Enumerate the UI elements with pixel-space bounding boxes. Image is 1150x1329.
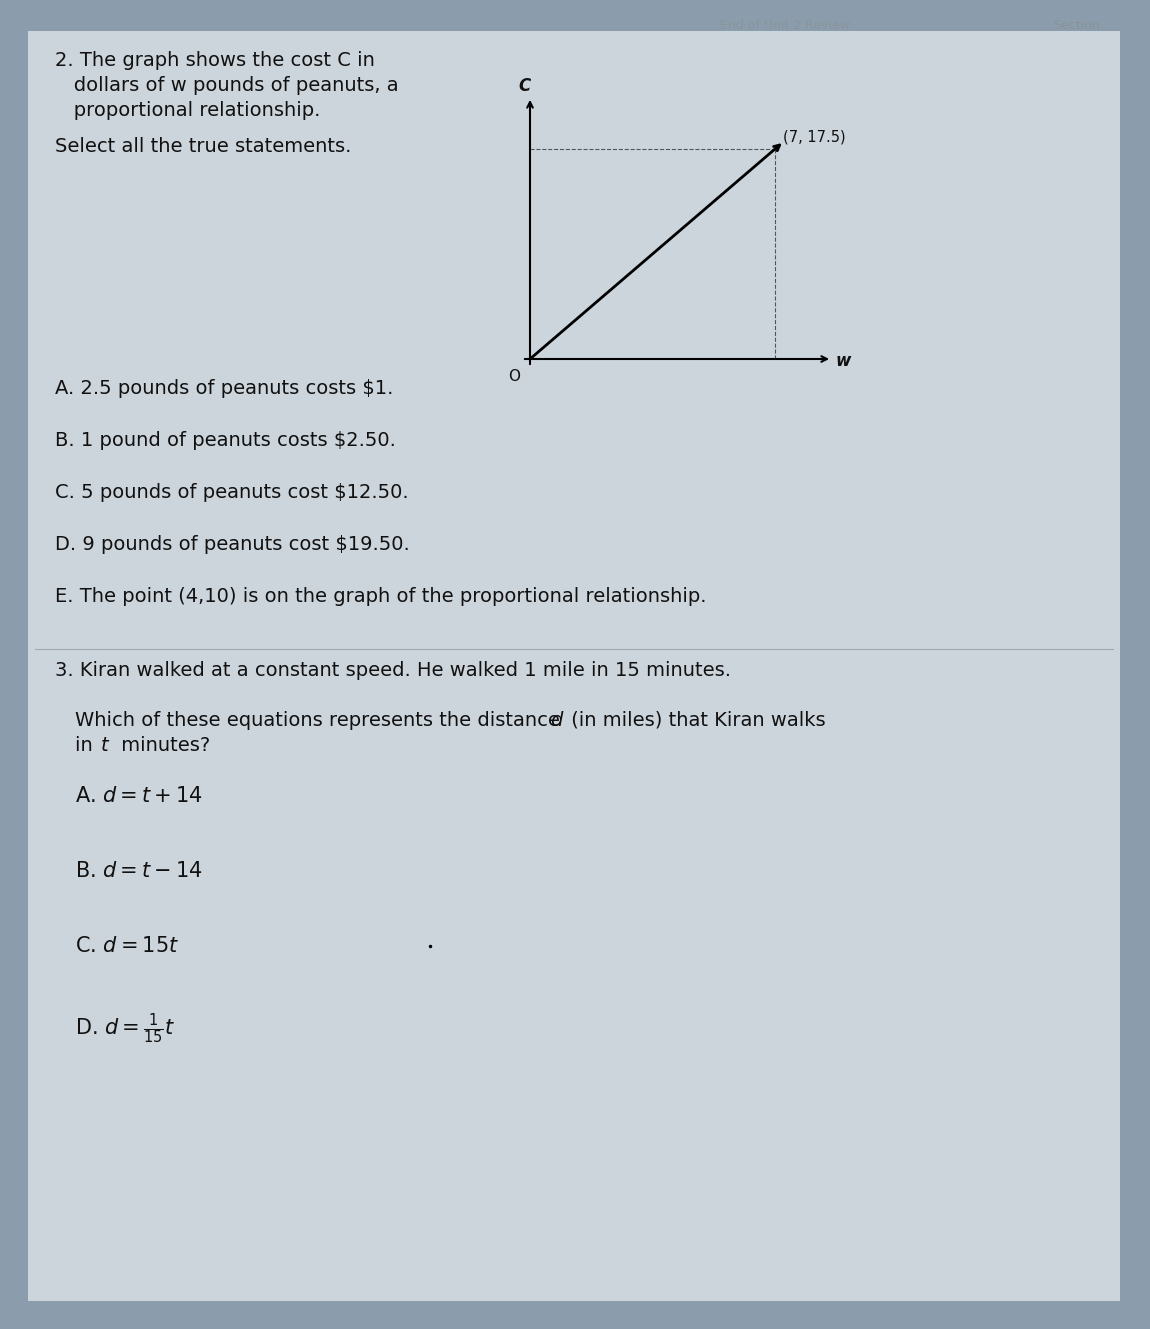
Text: D. 9 pounds of peanuts cost $19.50.: D. 9 pounds of peanuts cost $19.50. bbox=[55, 536, 409, 554]
Text: End of Unit 2 Review: End of Unit 2 Review bbox=[720, 19, 850, 32]
Text: $d$: $d$ bbox=[550, 711, 565, 730]
Text: Section: Section bbox=[1053, 19, 1101, 32]
Text: B. 1 pound of peanuts costs $2.50.: B. 1 pound of peanuts costs $2.50. bbox=[55, 431, 396, 451]
Text: D. $d = \frac{1}{15}t$: D. $d = \frac{1}{15}t$ bbox=[75, 1011, 175, 1046]
Text: $t$: $t$ bbox=[100, 736, 110, 755]
Text: C. 5 pounds of peanuts cost $12.50.: C. 5 pounds of peanuts cost $12.50. bbox=[55, 482, 408, 502]
Text: B. $d = t - 14$: B. $d = t - 14$ bbox=[75, 861, 202, 881]
Text: (7, 17.5): (7, 17.5) bbox=[783, 130, 845, 145]
Text: 2. The graph shows the cost C in: 2. The graph shows the cost C in bbox=[55, 51, 375, 70]
Text: in: in bbox=[75, 736, 99, 755]
Text: Which of these equations represents the distance: Which of these equations represents the … bbox=[75, 711, 566, 730]
Text: O: O bbox=[508, 369, 520, 384]
Text: dollars of w pounds of peanuts, a: dollars of w pounds of peanuts, a bbox=[55, 76, 399, 94]
Text: A. $d = t + 14$: A. $d = t + 14$ bbox=[75, 785, 202, 805]
Text: w: w bbox=[836, 352, 851, 369]
Text: A. 2.5 pounds of peanuts costs $1.: A. 2.5 pounds of peanuts costs $1. bbox=[55, 379, 393, 397]
Text: C: C bbox=[519, 77, 531, 94]
Text: minutes?: minutes? bbox=[115, 736, 210, 755]
Text: Select all the true statements.: Select all the true statements. bbox=[55, 137, 352, 155]
Text: (in miles) that Kiran walks: (in miles) that Kiran walks bbox=[565, 711, 826, 730]
Text: E. The point (4,10) is on the graph of the proportional relationship.: E. The point (4,10) is on the graph of t… bbox=[55, 587, 706, 606]
Text: C. $d = 15t$: C. $d = 15t$ bbox=[75, 936, 179, 956]
FancyBboxPatch shape bbox=[28, 31, 1120, 1301]
Text: 3. Kiran walked at a constant speed. He walked 1 mile in 15 minutes.: 3. Kiran walked at a constant speed. He … bbox=[55, 661, 731, 680]
Text: proportional relationship.: proportional relationship. bbox=[55, 101, 321, 120]
